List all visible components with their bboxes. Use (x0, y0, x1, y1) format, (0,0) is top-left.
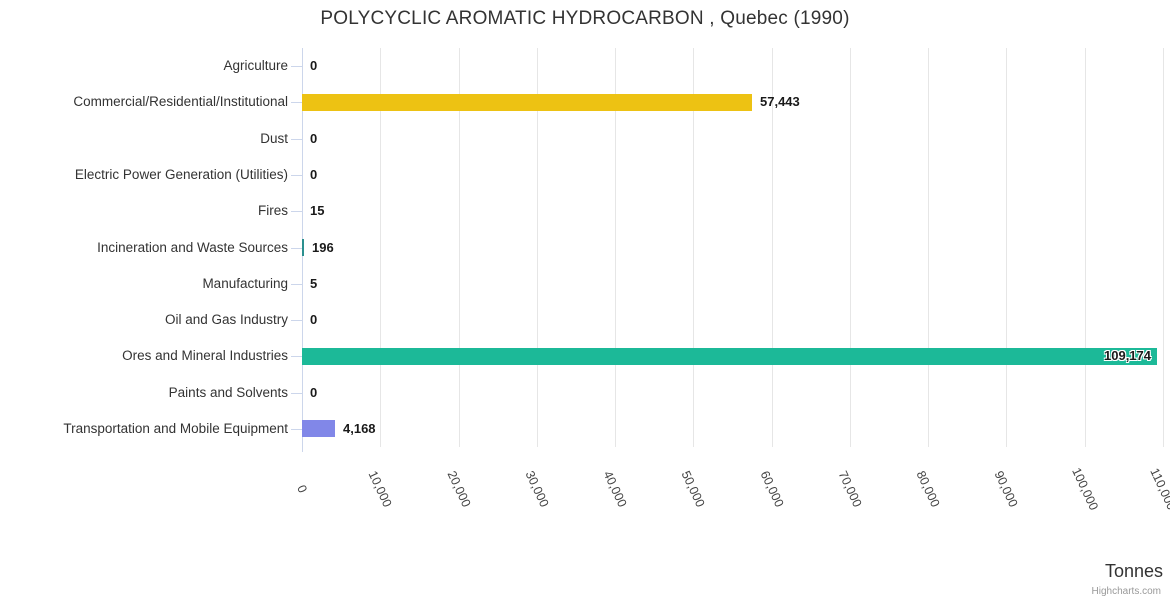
x-tick-label-text: 60,000 (757, 468, 787, 510)
category-label: Electric Power Generation (Utilities) (74, 166, 288, 182)
x-tick-label-text: 90,000 (992, 468, 1021, 510)
category-tick (291, 356, 302, 358)
category-tick (291, 320, 302, 322)
gridline (380, 48, 382, 447)
category-label: Transportation and Mobile Equipment (63, 420, 288, 436)
bar[interactable] (302, 420, 335, 438)
gridline (615, 48, 617, 447)
value-label: 0 (310, 166, 318, 182)
gridline (1163, 48, 1164, 447)
highcharts-credit[interactable]: Highcharts.com (1091, 586, 1161, 597)
x-tick-label-text: 10,000 (365, 468, 395, 510)
gridline (1084, 48, 1086, 447)
category-tick (291, 428, 302, 430)
x-tick-label-text: 70,000 (835, 468, 865, 510)
bar[interactable] (302, 93, 752, 111)
category-tick (291, 66, 302, 68)
category-tick (291, 247, 302, 249)
x-tick-label-text: 50,000 (678, 468, 708, 510)
x-tick-label-text: 30,000 (522, 468, 552, 510)
value-label: 0 (310, 384, 318, 400)
gridline (849, 48, 851, 447)
category-label: Oil and Gas Industry (164, 312, 288, 328)
category-label: Paints and Solvents (168, 384, 288, 400)
bar[interactable] (302, 347, 1157, 365)
bar[interactable] (302, 239, 304, 256)
gridline (693, 48, 695, 447)
category-tick (291, 102, 302, 104)
category-label: Dust (260, 130, 288, 146)
value-label: 196 (312, 239, 334, 255)
category-label: Manufacturing (202, 275, 288, 291)
category-label: Ores and Mineral Industries (122, 348, 288, 364)
category-tick (291, 211, 302, 213)
gridline (536, 48, 538, 447)
value-label: 0 (310, 312, 318, 328)
category-tick (291, 138, 302, 140)
chart-title: POLYCYCLIC AROMATIC HYDROCARBON , Quebec… (320, 8, 850, 29)
gridline (928, 48, 930, 447)
category-tick (291, 283, 302, 285)
category-label: Fires (258, 203, 288, 219)
gridline (458, 48, 460, 447)
category-tick (291, 392, 302, 394)
x-tick-label-text: 20,000 (444, 468, 473, 510)
value-label: 57,443 (760, 94, 800, 110)
x-tick-label-text: 100,000 (1068, 465, 1101, 513)
x-tick-label-text: 80,000 (913, 468, 943, 510)
category-tick (291, 174, 302, 176)
x-tick-label-text: 40,000 (600, 468, 630, 510)
gridline (1006, 48, 1008, 447)
x-tick-label-text: 0 (294, 482, 310, 496)
value-label: 5 (310, 275, 318, 291)
x-tick-label-text: 110,000 (1147, 465, 1170, 513)
x-axis-title: Tonnes (1104, 561, 1163, 581)
gridline (771, 48, 773, 447)
value-label: 0 (310, 130, 318, 146)
category-label: Agriculture (223, 58, 288, 74)
value-label: 109,174 (1104, 348, 1151, 364)
value-label: 4,168 (343, 420, 376, 436)
category-label: Incineration and Waste Sources (97, 239, 288, 255)
value-label: 15 (310, 203, 325, 219)
category-label: Commercial/Residential/Institutional (73, 94, 288, 110)
value-label: 0 (310, 58, 318, 74)
